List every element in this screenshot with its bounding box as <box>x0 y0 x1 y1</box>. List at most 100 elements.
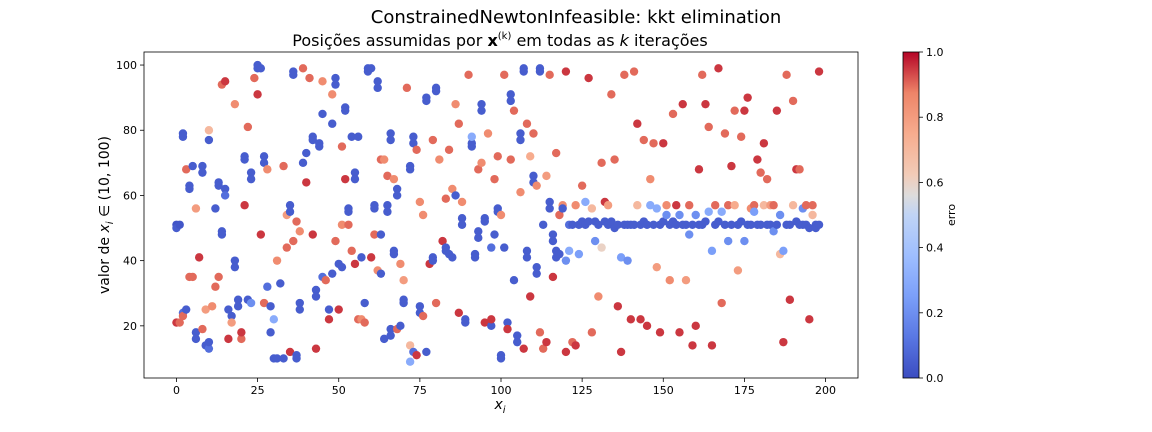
scatter-point <box>545 70 554 80</box>
scatter-point <box>814 67 824 76</box>
scatter-point <box>191 334 201 344</box>
scatter-point <box>522 253 532 262</box>
scatter-point <box>727 161 736 171</box>
scatter-point <box>366 64 376 73</box>
scatter-point <box>321 276 330 285</box>
scatter-point <box>659 139 668 148</box>
scatter-point <box>681 220 691 229</box>
scatter-point <box>405 341 415 350</box>
scatter-point <box>402 83 412 93</box>
scatter-point <box>607 90 616 99</box>
scatter-point <box>633 201 642 210</box>
scatter-point <box>457 197 467 207</box>
scatter-point <box>772 106 782 115</box>
scatter-point <box>227 311 236 321</box>
scatter-point <box>714 217 723 226</box>
scatter-point <box>555 210 564 220</box>
scatter-point <box>246 174 256 184</box>
scatter-point <box>259 298 269 308</box>
scatter-point <box>441 194 451 203</box>
scatter-point <box>311 344 321 353</box>
scatter-point <box>711 201 720 210</box>
scatter-point <box>350 174 360 184</box>
scatter-point <box>396 321 405 331</box>
figure-suptitle: ConstrainedNewtonInfeasible: kkt elimina… <box>371 7 781 28</box>
scatter-point <box>269 315 279 324</box>
title-sup: (k) <box>498 31 512 42</box>
scatter-point <box>594 220 603 229</box>
scatter-point <box>357 253 366 262</box>
scatter-point <box>337 142 347 151</box>
scatter-point <box>298 158 308 168</box>
scatter-point <box>672 220 681 229</box>
scatter-point <box>428 256 438 265</box>
scatter-point <box>561 256 571 265</box>
scatter-point <box>610 155 619 164</box>
scatter-point <box>331 236 340 246</box>
scatter-point <box>259 152 269 161</box>
scatter-point <box>646 201 655 210</box>
scatter-point <box>762 174 772 184</box>
scatter-point <box>259 158 269 168</box>
title-end: iterações <box>629 31 708 50</box>
scatter-point <box>529 171 538 181</box>
scatter-point <box>704 207 713 216</box>
scatter-point <box>766 220 775 229</box>
scatter-point <box>386 135 395 145</box>
y-tick-label: 60 <box>123 189 137 202</box>
scatter-point <box>224 334 233 344</box>
scatter-point <box>526 292 535 301</box>
scatter-point <box>545 204 554 213</box>
scatter-point <box>607 217 616 226</box>
scatter-point <box>594 292 603 301</box>
scatter-point <box>603 201 613 210</box>
scatter-point <box>529 129 538 138</box>
scatter-point <box>204 135 214 145</box>
scatter-point <box>341 106 350 115</box>
scatter-point <box>769 227 778 236</box>
colorbar: 0.0 0.2 0.4 0.6 0.8 1.0 <box>902 46 944 385</box>
scatter-point <box>535 67 545 76</box>
x-tick-label: 150 <box>653 384 674 397</box>
scatter-point <box>720 129 730 138</box>
y-axis-label: valor de xi ∈ (10, 100) <box>97 136 116 294</box>
scatter-point <box>373 83 382 93</box>
y-tick-label: 40 <box>123 255 137 268</box>
scatter-point <box>513 331 522 340</box>
scatter-point <box>305 73 314 83</box>
scatter-point <box>672 201 681 210</box>
scatter-point <box>756 220 765 229</box>
scatter-point <box>597 243 606 252</box>
scatter-point <box>616 253 626 262</box>
scatter-point <box>178 311 188 321</box>
scatter-point <box>662 210 671 220</box>
scatter-point <box>509 276 519 285</box>
scatter-point <box>266 302 275 311</box>
scatter-point <box>551 148 561 158</box>
scatter-point <box>522 246 532 256</box>
scatter-point <box>311 292 321 301</box>
scatter-point <box>354 132 363 141</box>
scatter-point <box>204 344 214 353</box>
title-k: k <box>620 31 630 50</box>
title-suffix: em todas as <box>511 31 619 50</box>
scatter-point <box>717 207 726 216</box>
scatter-point <box>204 126 214 135</box>
scatter-point <box>399 298 408 308</box>
scatter-point <box>493 152 502 161</box>
x-tick-label: 200 <box>815 384 836 397</box>
scatter-point <box>723 236 733 246</box>
scatter-point <box>191 204 201 213</box>
scatter-point <box>506 96 515 106</box>
scatter-point <box>464 70 473 80</box>
scatter-point <box>392 184 402 194</box>
scatter-point <box>720 220 730 229</box>
scatter-point <box>788 96 798 106</box>
title-prefix: Posições assumidas por <box>292 31 487 50</box>
scatter-point <box>483 129 493 138</box>
scatter-point <box>649 139 658 148</box>
scatter-point <box>263 282 272 291</box>
scatter-point <box>285 207 295 216</box>
scatter-point <box>714 64 723 73</box>
scatter-point <box>516 135 525 145</box>
